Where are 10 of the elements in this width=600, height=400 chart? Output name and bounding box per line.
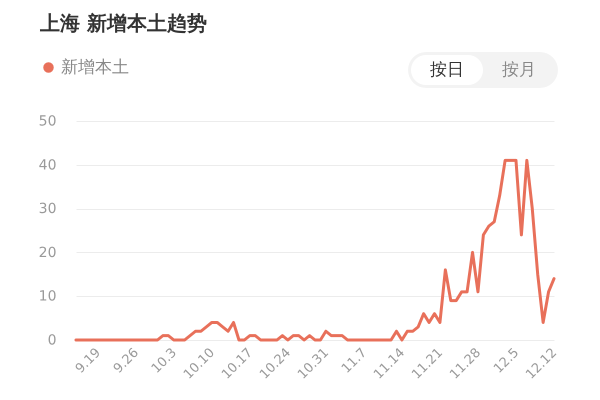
y-tick-label: 0 bbox=[48, 332, 56, 348]
line-series bbox=[74, 158, 556, 342]
view-toggle: 按日 按月 bbox=[408, 52, 558, 88]
chart-title: 上海 新增本土趋势 bbox=[40, 10, 207, 37]
y-tick-label: 20 bbox=[38, 244, 56, 261]
y-tick-label: 30 bbox=[38, 201, 56, 218]
y-tick-label: 10 bbox=[38, 288, 56, 305]
y-tick-label: 50 bbox=[38, 114, 56, 130]
legend-label: 新增本土 bbox=[61, 58, 129, 78]
y-tick-label: 40 bbox=[38, 157, 56, 174]
